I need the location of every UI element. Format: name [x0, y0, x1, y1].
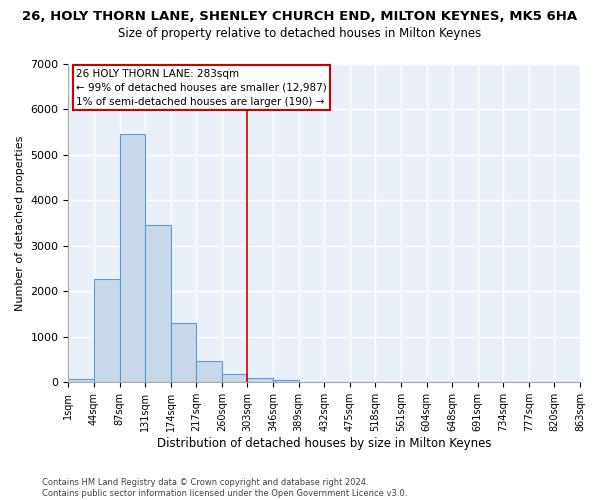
Text: Contains HM Land Registry data © Crown copyright and database right 2024.
Contai: Contains HM Land Registry data © Crown c…: [42, 478, 407, 498]
Bar: [273, 380, 299, 382]
Bar: [222, 374, 247, 382]
Text: Size of property relative to detached houses in Milton Keynes: Size of property relative to detached ho…: [118, 28, 482, 40]
Bar: [171, 322, 196, 382]
Bar: [145, 226, 171, 382]
Bar: [196, 361, 222, 382]
Text: 26, HOLY THORN LANE, SHENLEY CHURCH END, MILTON KEYNES, MK5 6HA: 26, HOLY THORN LANE, SHENLEY CHURCH END,…: [22, 10, 578, 23]
Bar: [94, 278, 119, 382]
X-axis label: Distribution of detached houses by size in Milton Keynes: Distribution of detached houses by size …: [157, 437, 491, 450]
Y-axis label: Number of detached properties: Number of detached properties: [15, 136, 25, 311]
Bar: [68, 378, 94, 382]
Text: 26 HOLY THORN LANE: 283sqm
← 99% of detached houses are smaller (12,987)
1% of s: 26 HOLY THORN LANE: 283sqm ← 99% of deta…: [76, 68, 327, 106]
Bar: [247, 378, 273, 382]
Bar: [119, 134, 145, 382]
